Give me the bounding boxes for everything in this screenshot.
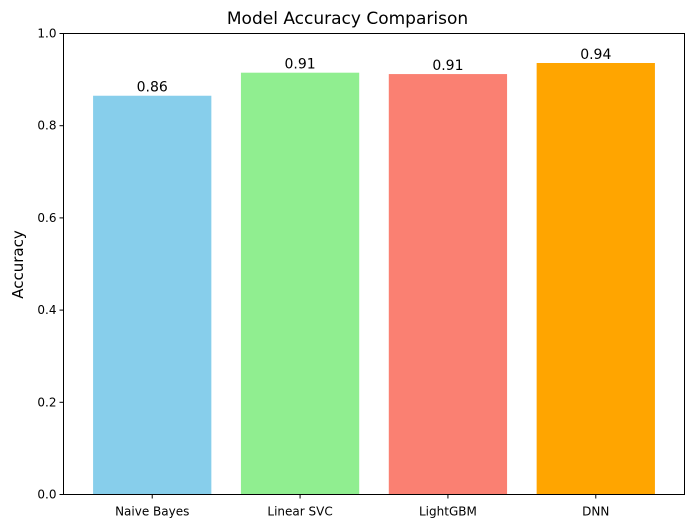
chart-title: Model Accuracy Comparison (227, 9, 468, 29)
y-tick-label: 1.0 (37, 27, 56, 41)
data-label-1: 0.86 (137, 80, 168, 96)
x-tick-label: Linear SVC (267, 505, 332, 519)
y-tick-label: 0.4 (37, 303, 56, 317)
bars-group (93, 63, 655, 495)
plot-frame (63, 33, 685, 495)
y-axis: 0.0 0.2 0.4 0.6 0.8 1.0 (37, 27, 64, 502)
y-axis-label: Accuracy (9, 230, 27, 299)
y-tick-label: 0.2 (37, 395, 56, 409)
bar-2 (240, 72, 360, 495)
bar-3 (388, 74, 508, 495)
data-labels-group: 0.86 0.91 0.91 0.94 (137, 47, 612, 96)
bar-1 (93, 95, 212, 495)
x-tick-label: DNN (582, 505, 609, 519)
x-axis: Naive Bayes Linear SVC LightGBM DNN (115, 494, 609, 519)
y-tick-label: 0.0 (37, 488, 56, 502)
data-label-4: 0.94 (580, 47, 611, 63)
bar-4 (536, 63, 655, 495)
data-label-3: 0.91 (432, 58, 463, 74)
y-tick-label: 0.8 (37, 119, 56, 133)
y-tick-label: 0.6 (37, 211, 56, 225)
x-tick-label: LightGBM (419, 505, 477, 519)
data-label-2: 0.91 (284, 57, 315, 73)
x-tick-label: Naive Bayes (115, 505, 189, 519)
